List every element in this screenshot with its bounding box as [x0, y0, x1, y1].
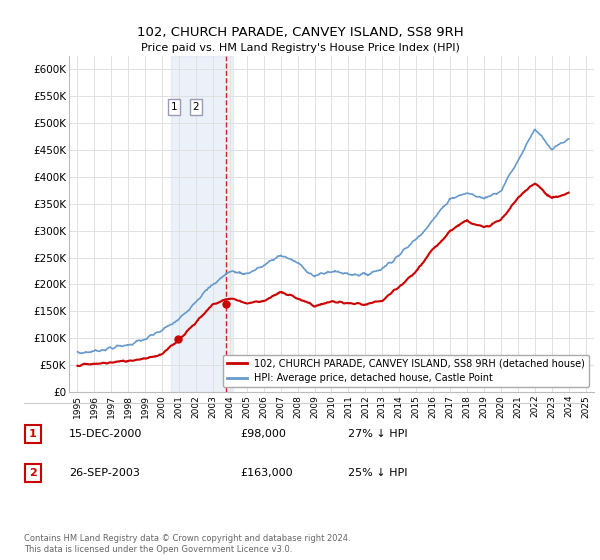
Text: 102, CHURCH PARADE, CANVEY ISLAND, SS8 9RH: 102, CHURCH PARADE, CANVEY ISLAND, SS8 9…: [137, 26, 463, 39]
Text: 2: 2: [29, 468, 37, 478]
Text: 1: 1: [170, 102, 178, 112]
Bar: [170, 56, 233, 392]
Text: 2: 2: [193, 102, 199, 112]
Text: 1: 1: [29, 429, 37, 439]
Text: 25% ↓ HPI: 25% ↓ HPI: [348, 468, 407, 478]
Legend: 102, CHURCH PARADE, CANVEY ISLAND, SS8 9RH (detached house), HPI: Average price,: 102, CHURCH PARADE, CANVEY ISLAND, SS8 9…: [223, 354, 589, 387]
Text: Contains HM Land Registry data © Crown copyright and database right 2024.
This d: Contains HM Land Registry data © Crown c…: [24, 534, 350, 554]
Text: £163,000: £163,000: [240, 468, 293, 478]
Text: £98,000: £98,000: [240, 429, 286, 439]
Text: 27% ↓ HPI: 27% ↓ HPI: [348, 429, 407, 439]
Text: 15-DEC-2000: 15-DEC-2000: [69, 429, 142, 439]
Text: 26-SEP-2003: 26-SEP-2003: [69, 468, 140, 478]
Text: Price paid vs. HM Land Registry's House Price Index (HPI): Price paid vs. HM Land Registry's House …: [140, 43, 460, 53]
